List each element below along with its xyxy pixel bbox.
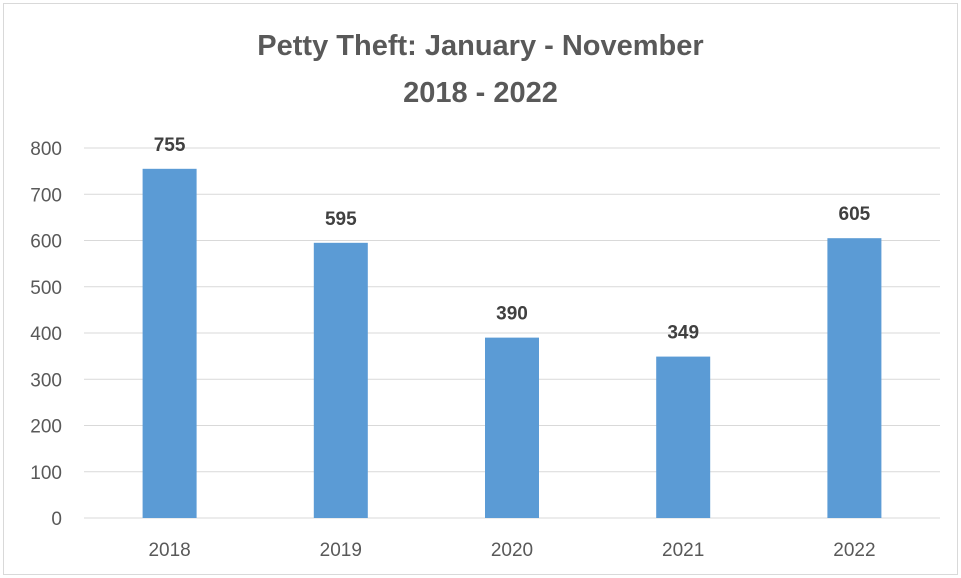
y-tick-label: 100 bbox=[30, 463, 62, 484]
x-axis-ticks: 2018 2019 2020 2021 2022 bbox=[148, 540, 875, 561]
bar-2018 bbox=[142, 168, 197, 518]
x-tick-label-2018: 2018 bbox=[148, 540, 190, 561]
chart-subtitle: 2018 - 2022 bbox=[403, 77, 558, 109]
data-label-2020: 390 bbox=[496, 304, 528, 325]
y-tick-label: 500 bbox=[30, 278, 62, 299]
y-tick-label: 600 bbox=[30, 232, 62, 253]
bar-2019 bbox=[313, 242, 368, 518]
bars bbox=[142, 168, 882, 518]
data-label-2018: 755 bbox=[154, 135, 186, 156]
data-label-2022: 605 bbox=[839, 204, 871, 225]
y-tick-label: 700 bbox=[30, 185, 62, 206]
bar-2022 bbox=[827, 238, 882, 518]
y-tick-label: 0 bbox=[51, 509, 62, 530]
x-tick-label-2019: 2019 bbox=[320, 540, 362, 561]
y-tick-label: 800 bbox=[30, 139, 62, 160]
data-label-2019: 595 bbox=[325, 209, 357, 230]
x-tick-label-2022: 2022 bbox=[833, 540, 875, 561]
y-tick-label: 300 bbox=[30, 370, 62, 391]
chart-title: Petty Theft: January - November bbox=[257, 30, 704, 62]
data-label-2021: 349 bbox=[667, 323, 699, 344]
bar-2020 bbox=[485, 337, 539, 518]
x-tick-label-2021: 2021 bbox=[662, 540, 704, 561]
y-tick-label: 200 bbox=[30, 417, 62, 438]
y-tick-label: 400 bbox=[30, 324, 62, 345]
data-labels: 755 595 390 349 605 bbox=[154, 135, 871, 344]
y-axis-ticks: 0 100 200 300 400 500 600 700 800 bbox=[30, 139, 62, 530]
x-tick-label-2020: 2020 bbox=[491, 540, 533, 561]
bar-2021 bbox=[656, 356, 711, 518]
